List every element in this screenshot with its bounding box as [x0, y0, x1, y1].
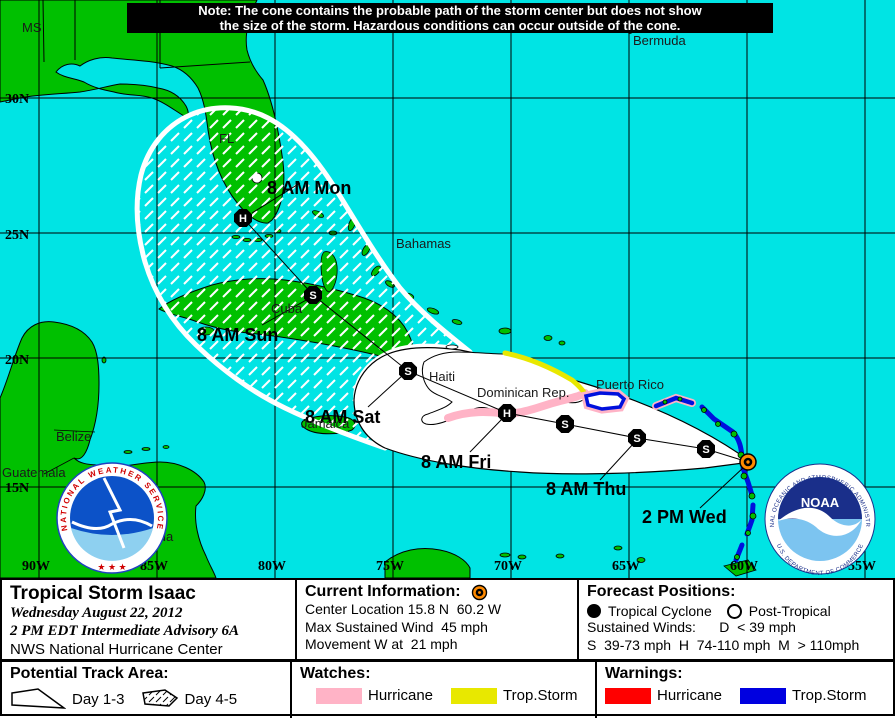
trop-storm-warning-swatch — [740, 687, 787, 704]
svg-text:Cuba: Cuba — [271, 301, 303, 316]
post-tropical-icon — [726, 603, 742, 619]
marker-letter: H — [239, 213, 247, 225]
svg-text:Bermuda: Bermuda — [633, 33, 687, 48]
day1-3-cone-icon — [11, 688, 66, 709]
svg-text:Bahamas: Bahamas — [396, 236, 451, 251]
post-tropical-label: Post-Tropical — [748, 603, 831, 619]
storm-title: Tropical Storm Isaac — [10, 583, 196, 604]
hurricane-watch-coast — [444, 389, 589, 422]
svg-text:Guatemala: Guatemala — [2, 465, 66, 480]
hurricane-warning-swatch — [605, 687, 651, 704]
forecast-cone-map: S S S H S S H 2 PM Wed 8 AM Thu 8 AM Fri… — [0, 0, 895, 579]
current-information-header: Current Information: — [305, 583, 461, 600]
noaa-wordmark: NOAA — [801, 495, 840, 510]
tropical-cyclone-label: Tropical Cyclone — [608, 603, 712, 619]
svg-text:55W: 55W — [848, 559, 876, 574]
svg-text:Jamaica: Jamaica — [301, 416, 350, 431]
forecast-positions-cell: Forecast Positions: Tropical Cyclone Pos… — [579, 580, 895, 659]
svg-text:65W: 65W — [612, 559, 640, 574]
marker-letter: S — [702, 444, 709, 456]
svg-text:70W: 70W — [494, 559, 522, 574]
track-time-labels: 2 PM Wed 8 AM Thu 8 AM Fri 8 AM Sat 8 AM… — [197, 178, 727, 527]
svg-text:85W: 85W — [140, 559, 168, 574]
land-south-america — [384, 528, 786, 579]
trop-storm-watch-label: Trop.Storm — [503, 687, 578, 704]
track-label: 8 AM Sat — [305, 407, 380, 427]
svg-text:Belize: Belize — [56, 429, 91, 444]
marker-letter: S — [404, 366, 411, 378]
marker-letter: H — [503, 408, 511, 420]
day4-5-label: Day 4-5 — [184, 690, 238, 708]
svg-text:Haiti: Haiti — [429, 369, 455, 384]
sustained-winds-line: Sustained Winds: D < 39 mph — [587, 619, 796, 635]
track-label: 8 AM Thu — [546, 479, 626, 499]
center-location: Center Location 15.8 N 60.2 W — [305, 601, 502, 617]
watches-cell: Watches: Hurricane Trop.Storm — [292, 662, 597, 718]
longitude-labels: 90W 85W 80W 75W 70W 65W 60W 55W — [22, 559, 876, 574]
marker-letter: S — [309, 290, 316, 302]
hurricane-watch-swatch — [316, 687, 362, 704]
current-position-symbol — [739, 453, 757, 471]
hurricane-warning-label: Hurricane — [657, 687, 723, 704]
warnings-cell: Warnings: Hurricane Trop.Storm — [597, 662, 895, 718]
current-information-cell: Current Information: Center Location 15.… — [297, 580, 579, 659]
svg-text:25N: 25N — [5, 228, 29, 243]
current-position-icon — [471, 584, 487, 600]
watches-header: Watches: — [300, 665, 371, 682]
nws-stars: ★ ★ ★ — [97, 562, 126, 572]
svg-text:90W: 90W — [22, 559, 50, 574]
svg-text:20N: 20N — [5, 353, 29, 368]
marker-letter: S — [633, 433, 640, 445]
label-pointer-lines — [251, 182, 745, 509]
advisory-number: 2 PM EDT Intermediate Advisory 6A — [10, 623, 240, 639]
wind-scale-line: S 39-73 mph H 74-110 mph M > 110mph — [587, 636, 860, 653]
trop-storm-warning-label: Trop.Storm — [792, 687, 867, 704]
max-sustained-wind: Max Sustained Wind 45 mph — [305, 618, 488, 635]
tropical-cyclone-icon — [587, 604, 601, 618]
note-line1: Note: The cone contains the probable pat… — [198, 3, 702, 18]
warnings-header: Warnings: — [605, 665, 683, 682]
puerto-rico-warning-outline — [583, 391, 627, 411]
trop-storm-watch-coast — [502, 350, 589, 399]
marker-letter: S — [561, 419, 568, 431]
movement: Movement W at 21 mph — [305, 636, 458, 652]
latitude-labels: 30N 25N 20N 15N — [5, 92, 29, 496]
note-line2: the size of the storm. Hazardous conditi… — [219, 17, 681, 33]
day4-5-cone-icon — [141, 689, 178, 707]
potential-track-area-header: Potential Track Area: — [10, 665, 169, 682]
forecast-positions-header: Forecast Positions: — [587, 583, 736, 600]
forecast-position-markers: S S S H S S H — [234, 209, 715, 458]
trop-storm-watch-swatch — [451, 687, 498, 704]
track-label: 8 AM Mon — [267, 178, 351, 198]
land-lesser-antilles — [662, 396, 757, 560]
track-label: 8 AM Sun — [197, 325, 278, 345]
track-label: 2 PM Wed — [642, 507, 727, 527]
svg-text:Dominican Rep.: Dominican Rep. — [477, 385, 570, 400]
hurricane-watch-label: Hurricane — [368, 687, 434, 704]
advisory-date: Wednesday August 22, 2012 — [10, 605, 183, 621]
agency-name: NWS National Hurricane Center — [10, 641, 223, 658]
svg-text:MS: MS — [22, 20, 42, 35]
nws-logo: NATIONAL WEATHER SERVICE ★ ★ ★ — [56, 462, 168, 574]
day1-3-label: Day 1-3 — [72, 690, 125, 708]
svg-text:75W: 75W — [376, 559, 404, 574]
svg-text:30N: 30N — [5, 92, 29, 107]
storm-summary-cell: Tropical Storm Isaac Wednesday August 22… — [2, 580, 297, 659]
svg-text:FL: FL — [219, 131, 234, 146]
info-panel: Tropical Storm Isaac Wednesday August 22… — [0, 578, 895, 718]
track-line — [242, 217, 749, 463]
note-banner: Note: The cone contains the probable pat… — [127, 3, 773, 33]
svg-text:60W: 60W — [730, 559, 758, 574]
potential-track-area-cell: Potential Track Area: Day 1-3 Day 4-5 — [2, 662, 292, 718]
svg-text:Puerto Rico: Puerto Rico — [596, 377, 664, 392]
svg-text:15N: 15N — [5, 481, 29, 496]
track-label: 8 AM Fri — [421, 452, 491, 472]
svg-text:80W: 80W — [258, 559, 286, 574]
